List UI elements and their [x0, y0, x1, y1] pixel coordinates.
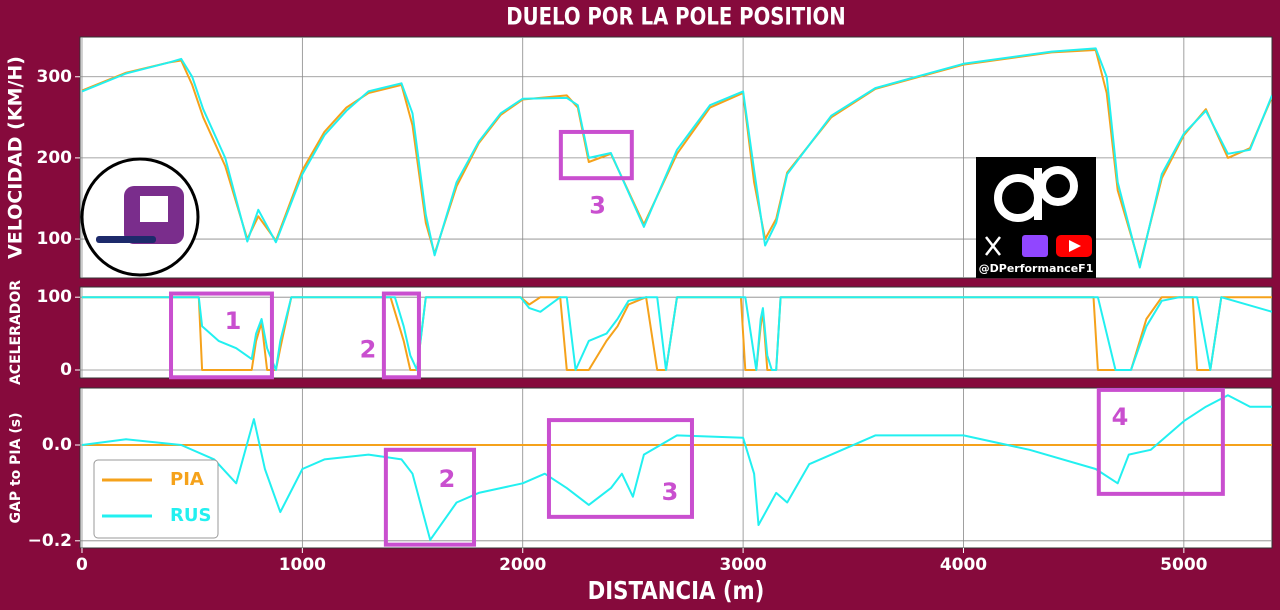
icon-twitch — [1022, 235, 1048, 257]
x-tick-label: 3000 — [719, 555, 766, 575]
left-logo — [80, 157, 200, 277]
x-tick-label: 0 — [76, 555, 88, 575]
chart-title: DUELO POR LA POLE POSITION — [506, 4, 845, 31]
icon-x — [985, 236, 1001, 256]
annotation-label: 3 — [589, 192, 606, 220]
y-tick-label: 0.0 — [42, 435, 72, 455]
right-logo: @DPerformanceF1 — [976, 157, 1096, 278]
annotation-box — [383, 447, 477, 547]
annotation-label: 4 — [1112, 403, 1129, 431]
y-tick-label: 100 — [37, 229, 73, 249]
y-tick-label: 200 — [37, 148, 73, 168]
logo-mark-inner — [140, 196, 168, 222]
annotation-label: 3 — [662, 478, 679, 506]
logo-car — [96, 236, 156, 243]
series-line — [82, 296, 1272, 371]
annotation-label: 2 — [360, 335, 377, 363]
icon-play — [1069, 240, 1081, 252]
x-tick-label: 4000 — [940, 555, 987, 575]
y-tick-label: −0.2 — [28, 531, 72, 551]
legend-label: PIA — [170, 469, 204, 490]
series-line — [81, 394, 1272, 541]
y-tick-label: 0 — [60, 360, 72, 380]
logo-stem — [1034, 168, 1042, 220]
x-tick-label: 5000 — [1160, 555, 1207, 575]
y-axis-label: VELOCIDAD (KM/H) — [5, 56, 27, 259]
watermark: @DPerformanceF1 — [979, 262, 1094, 275]
legend-label: RUS — [170, 505, 211, 526]
y-axis-label: GAP to PIA (s) — [8, 413, 24, 524]
y-axis-label: ACELERADOR — [8, 280, 24, 385]
annotation-box — [558, 129, 634, 181]
annotation-box — [546, 418, 694, 519]
x-tick-label: 2000 — [499, 555, 546, 575]
x-tick-label: 1000 — [279, 555, 326, 575]
annotation-label: 2 — [439, 465, 456, 493]
annotation-box — [169, 291, 274, 380]
y-tick-label: 300 — [37, 67, 73, 87]
annotation-label: 1 — [225, 307, 242, 335]
plot-area — [79, 387, 1273, 549]
annotation-box — [1096, 387, 1225, 496]
annotation-box — [381, 291, 421, 380]
y-tick-label: 100 — [37, 287, 73, 307]
x-axis-label: DISTANCIA (m) — [588, 576, 765, 605]
